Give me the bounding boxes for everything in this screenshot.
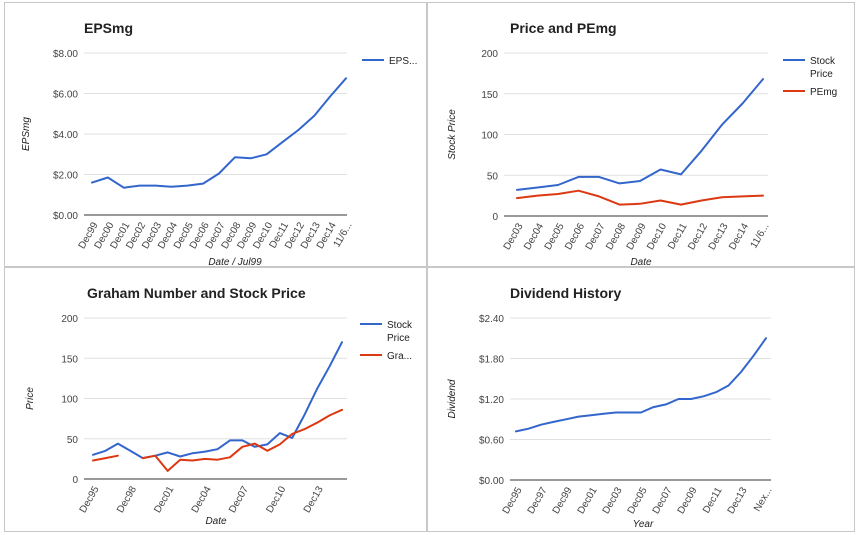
legend-label-line: Stock: [810, 56, 836, 67]
y-tick-label: $2.00: [53, 171, 78, 182]
legend-label-pemg: PEmg: [810, 87, 837, 98]
y-tick-label: $0.60: [479, 436, 504, 447]
x-tick-label: Dec98: [115, 484, 139, 515]
y-axis-title: EPSmg: [21, 117, 32, 151]
y-tick-label: 100: [61, 395, 78, 406]
graham-number-chart-panel: Graham Number and Stock Price 0 50 100 150 20…: [4, 267, 427, 532]
price-pe-chart-panel: Price and PEmg 0 50 100 150 200 Dec03 Dec04 Dec0…: [427, 2, 855, 267]
y-tick-label: 50: [487, 171, 499, 182]
gra-series-line: [141, 408, 343, 472]
dividend-chart: Dividend History $0.00 $0.60 $1.20 $1.80 $2.4…: [447, 285, 775, 530]
y-tick-label: $1.20: [479, 395, 504, 406]
y-axis-title: Dividend: [447, 379, 458, 418]
x-tick-label: Dec04: [190, 484, 214, 515]
pemg-series-line: [516, 189, 764, 206]
x-tick-label: Dec01: [576, 485, 600, 516]
x-tick-label: Dec14: [727, 221, 751, 252]
x-tick-label: Dec11: [701, 485, 725, 515]
y-tick-label: 0: [72, 475, 78, 486]
x-tick-label: Dec05: [626, 485, 650, 516]
eps-chart-panel: EPSmg $0.00 $2.00 $4.00 $6.00 $8.00 Dec99 Dec00…: [4, 2, 427, 267]
y-tick-label: $2.40: [479, 314, 504, 325]
legend-label-line: Price: [810, 69, 833, 80]
chart-title: Graham Number and Stock Price: [87, 285, 306, 301]
x-tick-label: 11/6...: [749, 222, 772, 251]
stock-price-series-line: [516, 78, 764, 191]
x-axis-title: Date / Jul99: [208, 257, 262, 267]
y-tick-label: $4.00: [53, 130, 78, 141]
y-tick-label: $1.80: [479, 355, 504, 366]
gra-series-line: [92, 454, 119, 462]
y-tick-label: 150: [481, 90, 498, 101]
x-tick-label: Dec97: [526, 485, 550, 516]
legend-label-line: Price: [387, 333, 410, 344]
stock-price-series-line: [92, 341, 343, 460]
y-axis-title: Stock Price: [447, 109, 458, 160]
series-series-line: [515, 337, 767, 433]
y-tick-label: 200: [61, 314, 78, 325]
x-tick-label: Dec07: [651, 485, 675, 516]
x-axis-title: Year: [633, 519, 654, 530]
legend-label-stock-price: Stock Price: [810, 56, 836, 80]
y-tick-label: $8.00: [53, 49, 78, 60]
x-tick-label: Dec95: [501, 485, 525, 516]
x-tick-label: Dec01: [152, 484, 176, 515]
legend-label-stock-price: Stock Price: [387, 320, 413, 344]
x-tick-label: Dec07: [227, 484, 251, 515]
x-tick-label: Dec03: [601, 485, 625, 516]
dividend-history-chart-panel: Dividend History $0.00 $0.60 $1.20 $1.80 $2.4…: [427, 267, 855, 532]
legend-label-eps: EPS...: [389, 56, 417, 67]
x-tick-label: Dec10: [264, 484, 288, 515]
x-axis-title: Date: [630, 257, 652, 267]
x-tick-label: Dec10: [645, 221, 669, 252]
legend-label-gra: Gra...: [387, 351, 412, 362]
legend-label-line: Stock: [387, 320, 413, 331]
chart-title: EPSmg: [84, 20, 133, 36]
eps-chart: EPSmg$0.00$2.00$4.00$6.00$8.00Dec99Dec00…: [21, 20, 417, 267]
y-tick-label: 50: [67, 435, 79, 446]
x-tick-label: Dec13: [726, 485, 750, 516]
y-tick-label: $0.00: [479, 476, 504, 487]
chart-title: Price and PEmg: [510, 20, 617, 36]
x-tick-label: Dec09: [676, 485, 700, 516]
x-tick-label: Dec99: [551, 485, 575, 516]
eps-series-line: [91, 77, 347, 189]
y-tick-label: $6.00: [53, 90, 78, 101]
chart-title: Dividend History: [510, 285, 621, 301]
price-pe-chart: Price and PEmg050100150200Dec03Dec04Dec0…: [447, 20, 837, 267]
x-tick-label: Dec13: [302, 484, 326, 515]
y-tick-label: 0: [492, 212, 498, 223]
graham-chart: Graham Number and Stock Price 0 50 100 150 20…: [25, 285, 413, 527]
y-axis-title: Price: [25, 387, 36, 410]
y-tick-label: $0.00: [53, 211, 78, 222]
y-tick-label: 200: [481, 49, 498, 60]
x-tick-label: Dec95: [78, 484, 102, 515]
y-tick-label: 150: [61, 354, 78, 365]
y-tick-label: 100: [481, 131, 498, 142]
x-axis-title: Date: [205, 516, 227, 527]
x-tick-label: Nex...: [752, 486, 775, 514]
